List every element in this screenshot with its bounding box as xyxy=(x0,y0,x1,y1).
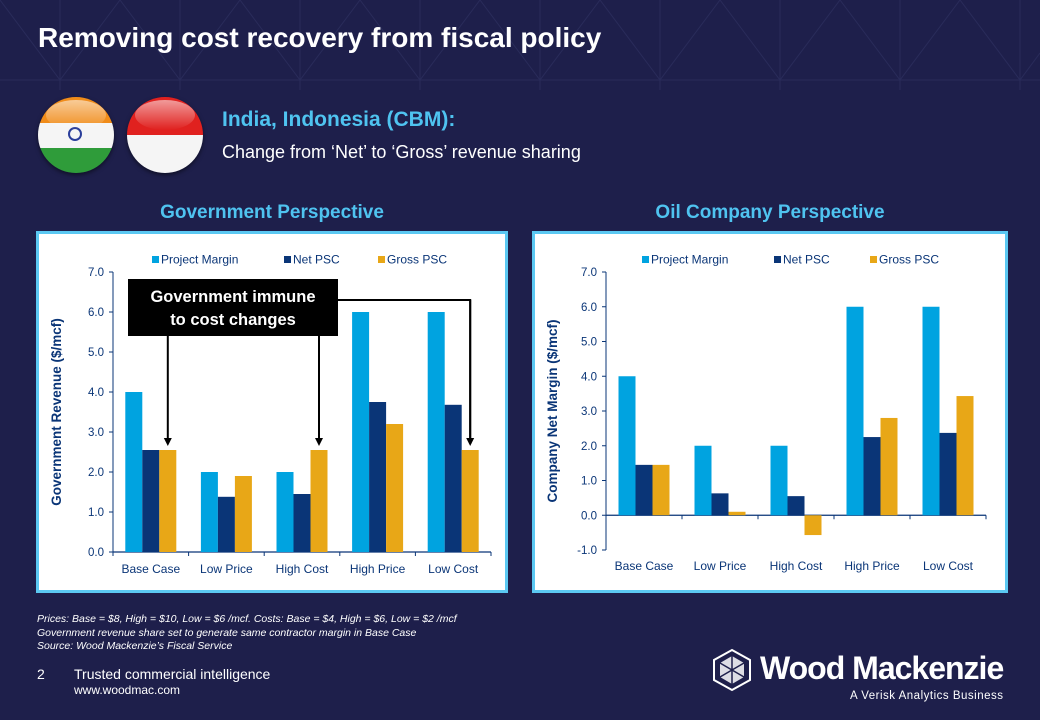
y-tick-label: 5.0 xyxy=(88,347,104,359)
wood-mackenzie-logo: Wood Mackenzie A Verisk Analytics Busine… xyxy=(710,646,1010,706)
x-category-label: High Cost xyxy=(770,559,823,573)
bar-gross-psc xyxy=(234,476,252,552)
y-tick-label: 2.0 xyxy=(581,441,597,453)
bar-gross-psc xyxy=(804,515,822,536)
bar-net-psc xyxy=(217,496,235,552)
y-axis-title: Government Revenue ($/mcf) xyxy=(49,318,64,506)
note-source: Source: Wood Mackenzie’s Fiscal Service xyxy=(37,640,233,652)
bar-gross-psc xyxy=(652,464,670,516)
legend-label: Net PSC xyxy=(783,253,830,267)
bar-net-psc xyxy=(863,437,881,516)
y-axis-title: Company Net Margin ($/mcf) xyxy=(545,319,560,502)
y-tick-label: 0.0 xyxy=(88,547,104,559)
bar-project-margin xyxy=(276,472,294,552)
y-tick-label: 7.0 xyxy=(88,267,104,279)
legend-swatch-net-psc xyxy=(774,256,781,263)
annotation-arrowhead-icon xyxy=(315,438,323,446)
company-chart: Project Margin Net PSC Gross PSC -1.0 0.0 1.0… xyxy=(545,253,987,573)
annotation-arrowhead-icon xyxy=(466,438,475,446)
note-government-share: Government revenue share set to generate… xyxy=(37,627,417,639)
chart-title-company: Oil Company Perspective xyxy=(655,202,885,223)
y-tick-label: 6.0 xyxy=(88,307,104,319)
bar-net-psc xyxy=(444,404,462,552)
government-chart: Project Margin Net PSC Gross PSC 0.0 1.0 2.0 3… xyxy=(49,253,492,576)
bar-net-psc xyxy=(293,494,311,552)
x-category-label: High Price xyxy=(844,559,900,573)
bar-net-psc xyxy=(635,464,653,516)
legend-label: Project Margin xyxy=(161,253,238,267)
bar-net-psc xyxy=(787,496,805,516)
bar-project-margin xyxy=(846,306,864,516)
legend-label: Gross PSC xyxy=(387,253,447,267)
legend-swatch-project-margin xyxy=(642,256,649,263)
bar-project-margin xyxy=(770,445,788,516)
footer-tagline: Trusted commercial intelligence xyxy=(74,666,271,682)
company-chart-panel: Project Margin Net PSC Gross PSC -1.0 0.0 1.0… xyxy=(532,231,1008,593)
annotation-text-line1: Government immune xyxy=(150,288,315,306)
x-category-label: High Cost xyxy=(276,562,329,576)
y-tick-label: -1.0 xyxy=(577,545,597,557)
y-tick-label: 2.0 xyxy=(88,467,104,479)
bar-gross-psc xyxy=(310,450,328,552)
footer-url[interactable]: www.woodmac.com xyxy=(74,683,181,697)
bar-net-psc xyxy=(369,402,387,552)
bar-gross-psc xyxy=(728,511,746,516)
y-tick-label: 0.0 xyxy=(581,510,597,522)
y-tick-label: 1.0 xyxy=(581,476,597,488)
legend-label: Project Margin xyxy=(651,253,728,267)
note-prices: Prices: Base = $8, High = $10, Low = $6 … xyxy=(37,613,457,625)
indonesia-flag-icon xyxy=(127,97,203,173)
x-category-label: Low Price xyxy=(694,559,747,573)
logo-name: Wood Mackenzie xyxy=(760,650,1004,686)
bar-gross-psc xyxy=(461,450,479,552)
legend-swatch-gross-psc xyxy=(378,256,385,263)
chart-title-government: Government Perspective xyxy=(160,202,384,223)
bar-project-margin xyxy=(125,392,143,552)
x-category-label: High Price xyxy=(350,562,406,576)
y-tick-label: 6.0 xyxy=(581,302,597,314)
x-category-label: Base Case xyxy=(121,562,180,576)
logo-subtitle: A Verisk Analytics Business xyxy=(850,690,1004,702)
y-tick-label: 3.0 xyxy=(88,427,104,439)
bar-project-margin xyxy=(618,376,636,516)
x-category-label: Base Case xyxy=(615,559,674,573)
logo-cube-icon xyxy=(713,648,751,692)
bar-net-psc xyxy=(939,432,957,516)
bar-project-margin xyxy=(200,472,218,552)
bar-net-psc xyxy=(711,493,729,516)
india-flag-icon xyxy=(38,97,114,173)
y-tick-label: 7.0 xyxy=(581,267,597,279)
government-chart-panel: Project Margin Net PSC Gross PSC 0.0 1.0 2.0 3… xyxy=(36,231,508,593)
bar-gross-psc xyxy=(880,417,898,516)
bar-project-margin xyxy=(352,312,370,552)
legend-swatch-net-psc xyxy=(284,256,291,263)
y-tick-label: 5.0 xyxy=(581,337,597,349)
legend-label: Net PSC xyxy=(293,253,340,267)
bar-project-margin xyxy=(427,312,445,552)
slide-title: Removing cost recovery from fiscal polic… xyxy=(38,22,602,53)
annotation-box xyxy=(128,279,338,336)
x-category-label: Low Price xyxy=(200,562,253,576)
bar-net-psc xyxy=(142,450,160,552)
y-tick-label: 4.0 xyxy=(581,371,597,383)
legend-swatch-gross-psc xyxy=(870,256,877,263)
y-tick-label: 4.0 xyxy=(88,387,104,399)
y-tick-label: 3.0 xyxy=(581,406,597,418)
annotation-text-line2: to cost changes xyxy=(170,311,296,329)
subheading: India, Indonesia (CBM): xyxy=(222,108,456,131)
bar-project-margin xyxy=(922,306,940,516)
page-number: 2 xyxy=(37,666,45,682)
y-tick-label: 1.0 xyxy=(88,507,104,519)
x-category-label: Low Cost xyxy=(428,562,479,576)
legend-label: Gross PSC xyxy=(879,253,939,267)
subtext: Change from ‘Net’ to ‘Gross’ revenue sha… xyxy=(222,142,581,162)
bar-gross-psc xyxy=(386,424,404,552)
x-category-label: Low Cost xyxy=(923,559,974,573)
bar-gross-psc xyxy=(159,450,177,552)
legend-swatch-project-margin xyxy=(152,256,159,263)
bar-project-margin xyxy=(694,445,712,516)
annotation-arrowhead-icon xyxy=(163,438,172,446)
bar-gross-psc xyxy=(956,396,974,516)
